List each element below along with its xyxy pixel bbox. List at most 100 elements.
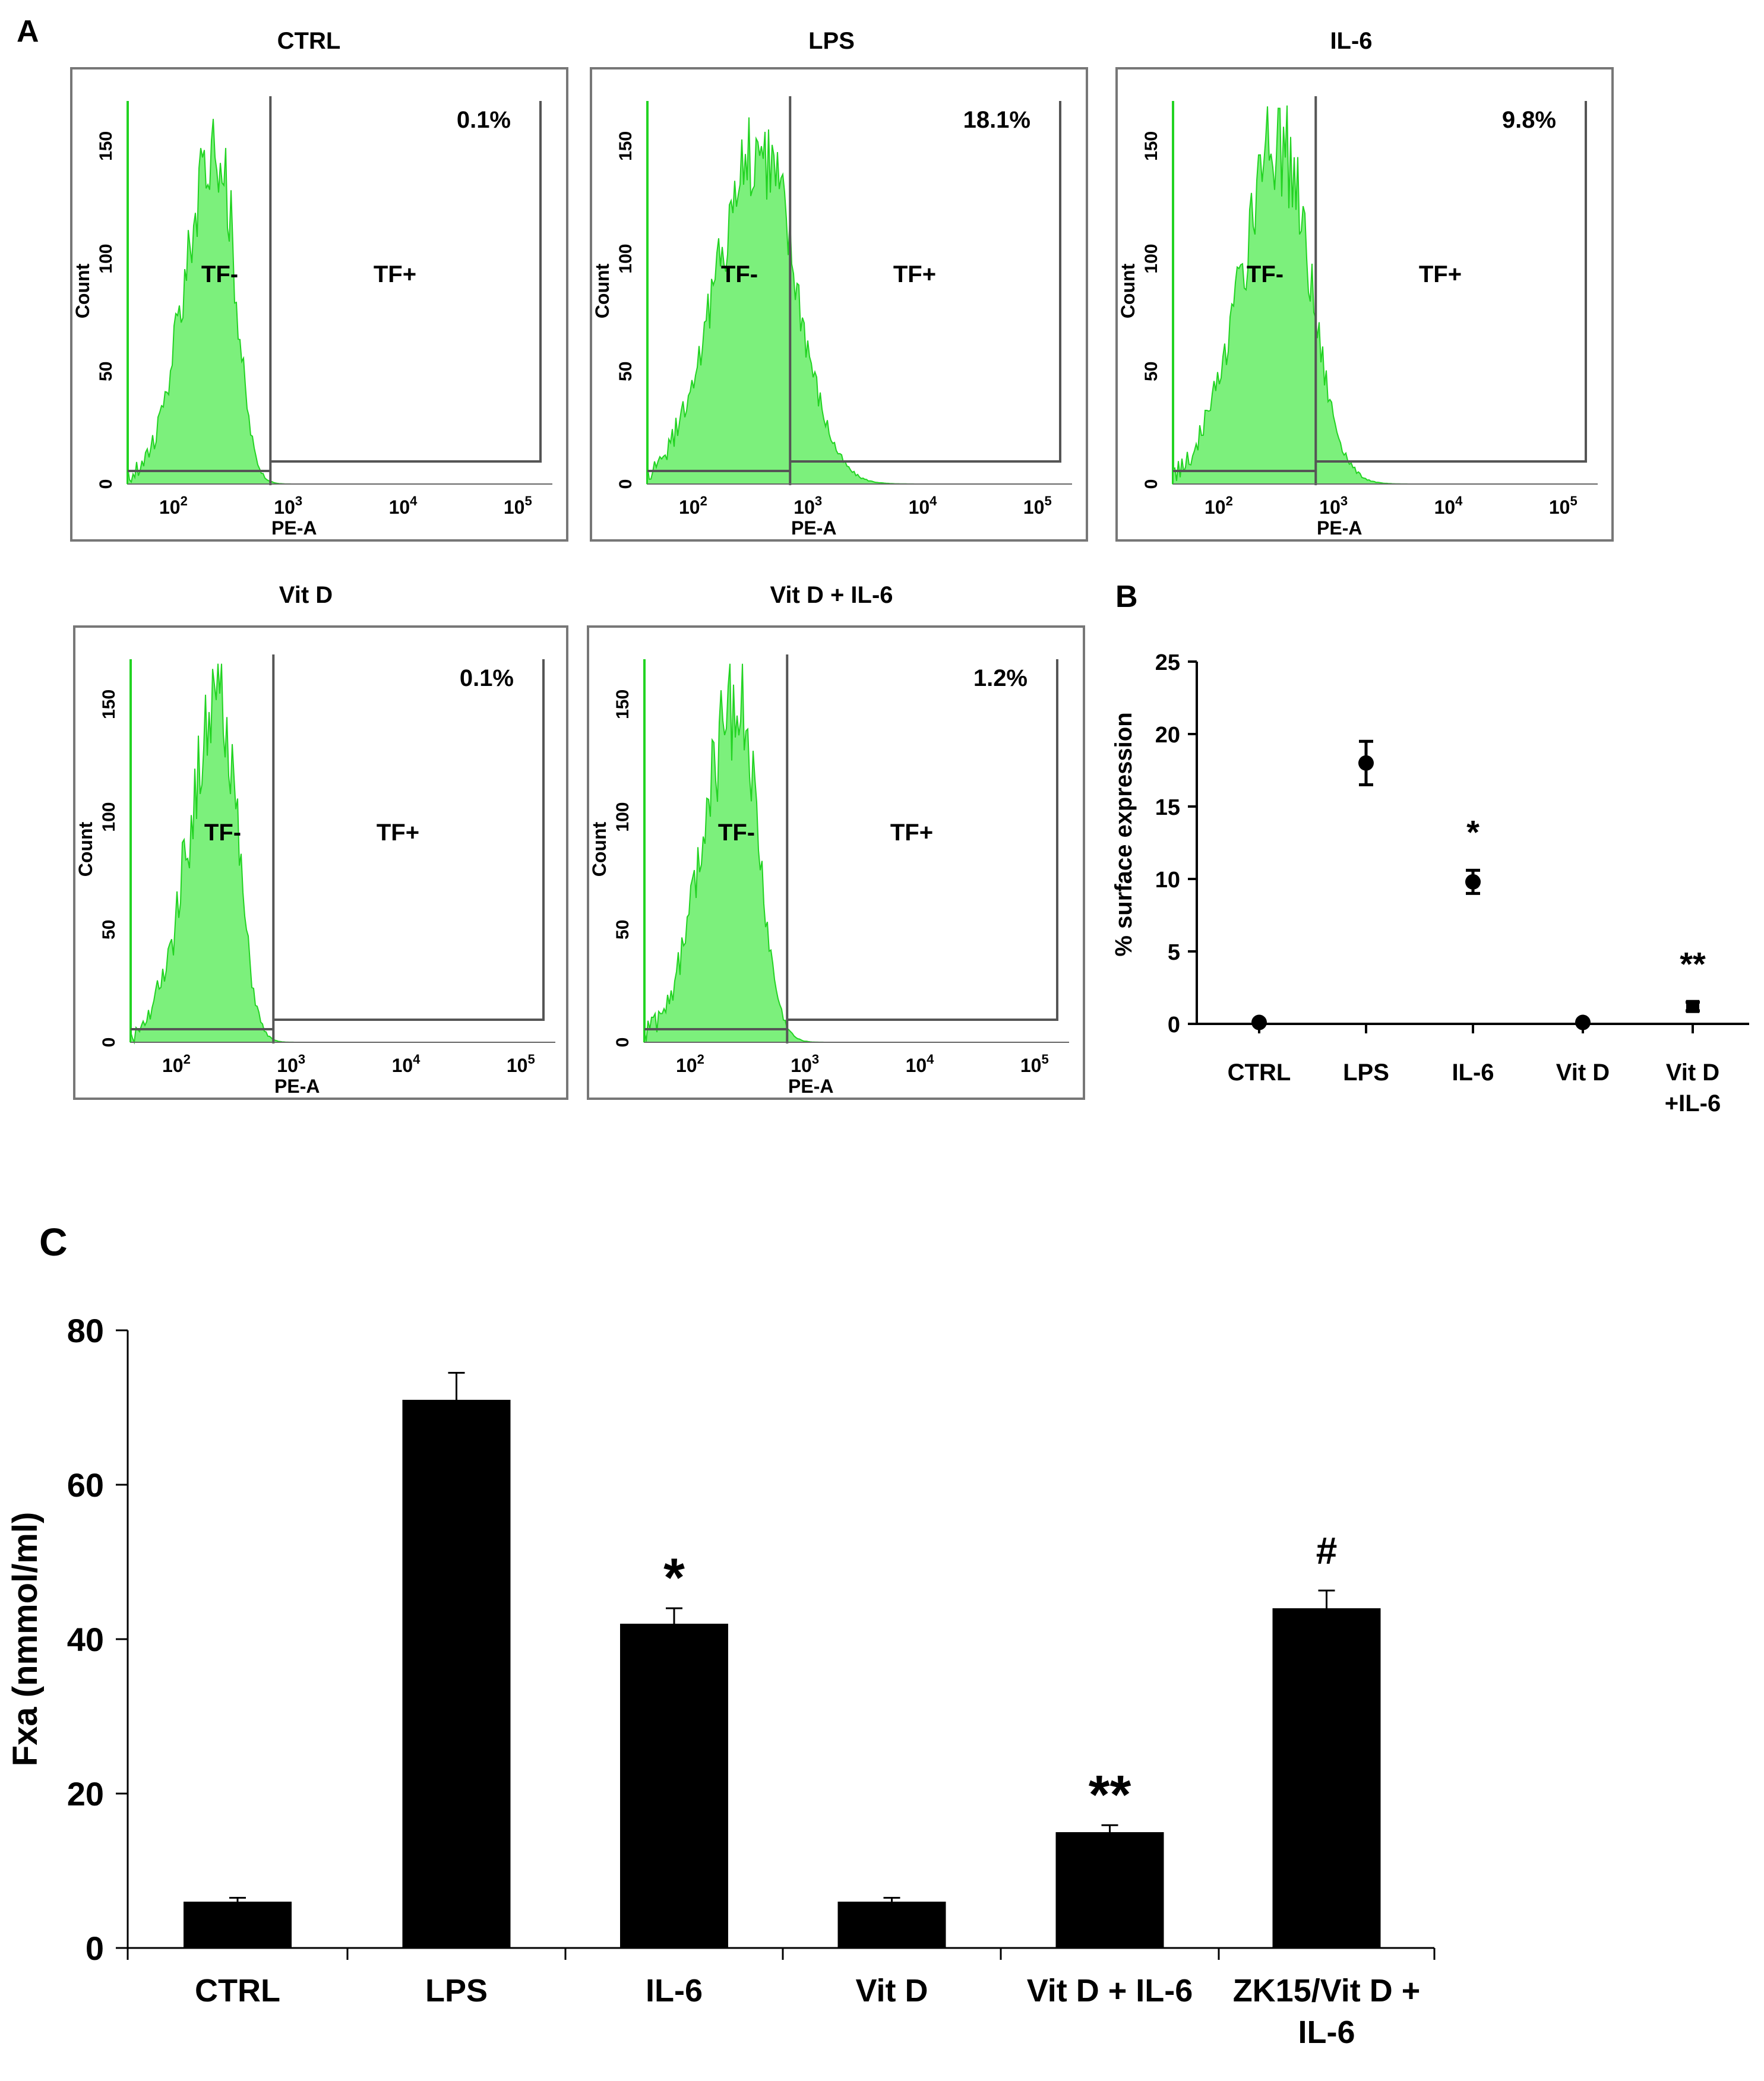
histogram-x-tick-label: 104 [392, 1052, 421, 1076]
histogram-frame [1115, 67, 1614, 542]
histogram-x-tick-label: 103 [1319, 494, 1348, 518]
histogram-y-tick-label: 150 [616, 131, 636, 161]
histogram-frame [73, 625, 568, 1100]
gate-tf-positive-range [787, 659, 1058, 1021]
histogram-x-tick-label: 105 [504, 494, 532, 518]
histogram-x-tick-label: 103 [791, 1052, 819, 1076]
histogram-y-tick-label: 100 [1142, 244, 1161, 274]
histogram-plot-4: Vit D TF- TF+ 0.1% 0 50 100 150 Count 102 103 104 10… [73, 582, 568, 1100]
scatter-y-axis-label: % surface expression [1111, 712, 1137, 956]
histogram-area [127, 119, 546, 485]
gate-label-tf-positive: TF+ [377, 820, 419, 846]
scatter-x-tick-label: CTRL [1228, 1060, 1291, 1086]
gate-tf-positive-range [1316, 101, 1587, 463]
histogram-frame [590, 67, 1088, 542]
histogram-y-tick-label: 0 [96, 479, 116, 489]
histogram-y-tick-label: 50 [96, 362, 116, 381]
histogram-x-tick-label: 105 [1023, 494, 1052, 518]
histogram-x-tick-label: 104 [909, 494, 938, 518]
tf-positive-percent: 18.1% [963, 107, 1030, 133]
gate-label-tf-negative: TF- [718, 820, 755, 846]
bar-y-tick-label: 0 [86, 1930, 104, 1967]
scatter-x-tick-label: Vit D [1556, 1060, 1610, 1086]
tf-positive-percent: 1.2% [973, 665, 1028, 691]
histogram-x-tick-label: 102 [162, 1052, 191, 1076]
histogram-x-axis-label: PE-A [274, 1076, 320, 1097]
histogram-x-axis-label: PE-A [1317, 517, 1362, 539]
panel-label-b: B [1115, 580, 1138, 614]
bar [402, 1400, 511, 1948]
gate-label-tf-positive: TF+ [890, 820, 933, 846]
histogram-y-tick-label: 100 [613, 802, 633, 832]
histogram-y-tick-label: 150 [1142, 131, 1161, 161]
histogram-y-tick-label: 0 [1142, 479, 1161, 489]
histogram-y-tick-label: 150 [99, 690, 119, 719]
histogram-title: LPS [808, 28, 855, 54]
bar-y-tick-label: 80 [67, 1312, 104, 1349]
histogram-area [647, 117, 1066, 485]
histogram-y-tick-label: 50 [1142, 362, 1161, 381]
scatter-x-tick-label: LPS [1343, 1060, 1389, 1086]
histogram-plot-1: CTRL TF- TF+ 0.1% 0 50 100 150 Count 102 103 104 105… [70, 28, 568, 542]
histogram-y-tick-label: 50 [613, 920, 633, 940]
histogram-y-tick-label: 0 [99, 1038, 119, 1048]
histogram-area [130, 663, 549, 1045]
histogram-y-tick-label: 50 [99, 920, 119, 940]
histogram-plot-3: IL-6 TF- TF+ 9.8% 0 50 100 150 Count 102 103 104 105… [1115, 28, 1614, 542]
histogram-title: IL-6 [1330, 28, 1372, 54]
gate-label-tf-negative: TF- [1247, 261, 1284, 287]
histogram-x-tick-label: 103 [794, 494, 822, 518]
histogram-x-tick-label: 104 [1434, 494, 1463, 518]
histogram-x-tick-label: 105 [507, 1052, 535, 1076]
histogram-y-tick-label: 100 [616, 244, 636, 274]
bar-significance-mark: ** [1089, 1764, 1131, 1825]
histogram-area [644, 663, 1063, 1043]
histogram-x-tick-label: 102 [159, 494, 188, 518]
gate-tf-positive-range [273, 659, 545, 1021]
bar-x-tick-label: LPS [425, 1973, 488, 2009]
gate-label-tf-positive: TF+ [374, 261, 416, 287]
scatter-point [1465, 874, 1481, 890]
bar-x-tick-label: ZK15/Vit D + IL-6 [1233, 1973, 1421, 2050]
histogram-x-tick-label: 102 [676, 1052, 704, 1076]
bar-x-tick-label: CTRL [195, 1973, 280, 2009]
scatter-significance-mark: * [1466, 813, 1480, 850]
gate-tf-positive-range [790, 101, 1061, 463]
scatter-y-tick-label: 20 [1155, 723, 1180, 748]
bar-y-tick-label: 20 [67, 1775, 104, 1813]
scatter-point [1358, 755, 1374, 771]
histogram-x-tick-label: 104 [389, 494, 418, 518]
panel-label-a: A [17, 14, 39, 49]
histogram-y-axis-label: Count [1117, 263, 1139, 318]
histogram-x-axis-label: PE-A [271, 517, 317, 539]
bar [620, 1624, 728, 1948]
gate-label-tf-negative: TF- [201, 261, 238, 287]
panel-label-c: C [39, 1220, 68, 1264]
histogram-plot-5: Vit D + IL-6 TF- TF+ 1.2% 0 50 100 150 Count 102 1… [587, 582, 1085, 1100]
histogram-frame [587, 625, 1085, 1100]
panel-b-scatter-chart: 0 5 10 15 20 25 % surface expression CTRL LPS IL-… [1111, 650, 1749, 1117]
histogram-y-axis-label: Count [72, 263, 93, 318]
tf-positive-percent: 9.8% [1502, 107, 1556, 133]
bar-y-tick-label: 60 [67, 1466, 104, 1504]
tf-positive-percent: 0.1% [457, 107, 511, 133]
scatter-x-tick-label: Vit D +IL-6 [1665, 1060, 1721, 1117]
bar [837, 1902, 946, 1948]
histogram-frame [70, 67, 568, 542]
bar-x-tick-label: IL-6 [646, 1973, 703, 2009]
scatter-point [1251, 1014, 1267, 1030]
histogram-y-tick-label: 100 [99, 802, 119, 832]
bar-significance-mark: * [663, 1548, 685, 1608]
bar-significance-mark: # [1316, 1529, 1338, 1572]
scatter-y-tick-label: 5 [1168, 940, 1180, 965]
gate-label-tf-positive: TF+ [893, 261, 936, 287]
histogram-x-tick-label: 104 [906, 1052, 935, 1076]
histogram-y-tick-label: 50 [616, 362, 636, 381]
gate-tf-positive-range [270, 101, 542, 463]
gate-label-tf-positive: TF+ [1419, 261, 1462, 287]
scatter-significance-mark: ** [1680, 945, 1706, 982]
histogram-y-tick-label: 150 [613, 690, 633, 719]
histogram-x-tick-label: 103 [277, 1052, 305, 1076]
